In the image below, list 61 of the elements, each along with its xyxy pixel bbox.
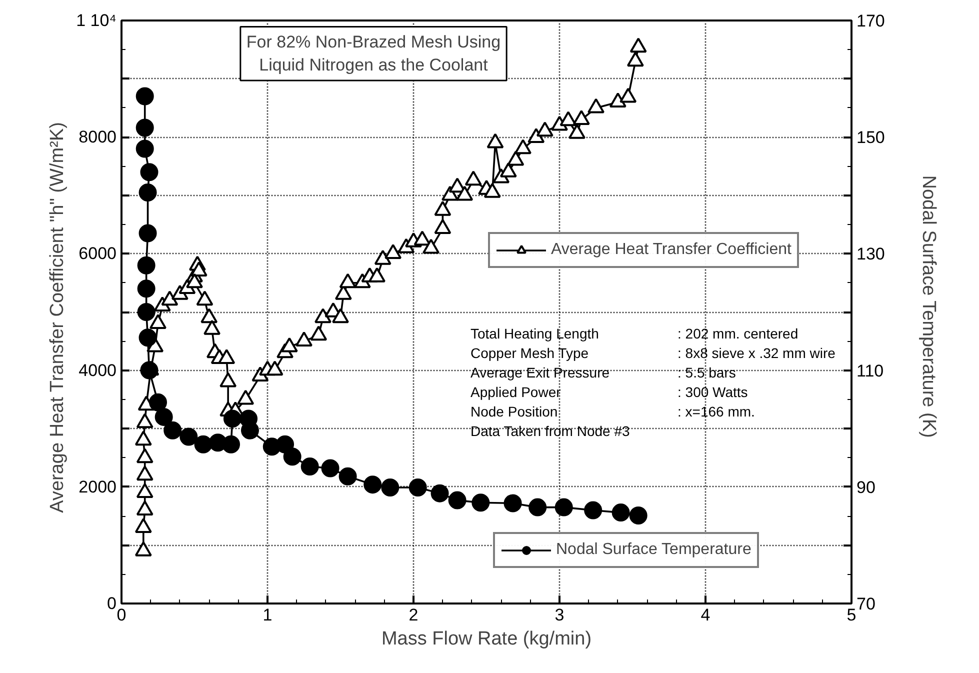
- point: [164, 421, 182, 440]
- point: [528, 498, 547, 516]
- x-tick-label: 4: [700, 606, 710, 624]
- legend-label: Average Heat Transfer Coefficient: [551, 241, 792, 259]
- point: [554, 498, 573, 516]
- point: [381, 478, 400, 496]
- x-tick-label: 5: [846, 606, 856, 624]
- y-tick-label: 6000: [78, 244, 117, 264]
- point: [154, 408, 173, 426]
- point: [136, 87, 154, 106]
- point: [138, 224, 157, 242]
- y-tick-label: 4000: [78, 360, 117, 380]
- point: [629, 506, 648, 524]
- y2-tick-label: 70: [856, 594, 876, 614]
- point: [137, 303, 156, 321]
- text: Total Heating Length : 202 mm. centered: [470, 326, 798, 342]
- point: [584, 501, 602, 520]
- text: For 82% Non-Brazed Mesh Using Liquid Nitrogen as the Coolant: [246, 32, 501, 74]
- y-tick-label: 8000: [78, 128, 117, 147]
- point: [300, 458, 319, 476]
- point: [448, 491, 466, 510]
- y-axis-title: Average Heat Transfer Coefficient "h" (W/m²K): [47, 122, 68, 513]
- point: [180, 428, 198, 446]
- text: Copper Mesh Type : 8x8 sieve x .32 mm wire: [470, 345, 836, 361]
- point: [472, 494, 490, 512]
- point: [612, 504, 630, 522]
- y2-tick-label: 150: [856, 128, 885, 148]
- y2-tick-label: 130: [856, 244, 885, 264]
- y2-axis-title: Nodal Surface Temperature (K): [918, 175, 939, 438]
- point: [430, 484, 449, 502]
- x-tick-label: 1: [262, 606, 272, 624]
- x-axis-title: Mass Flow Rate (kg/min): [381, 628, 592, 650]
- point: [194, 435, 212, 454]
- y2-tick-label: 170: [856, 12, 885, 30]
- y-tick-label: 0: [107, 594, 117, 613]
- y2-tick-label: 90: [856, 478, 876, 497]
- point: [138, 184, 157, 202]
- y-tick-label: 1 10⁴: [76, 11, 117, 30]
- point: [364, 476, 382, 494]
- legend-label: Nodal Surface Temperature: [556, 541, 752, 559]
- x-tick-label: 3: [554, 606, 564, 624]
- point: [408, 478, 427, 496]
- x-tick-label: 2: [408, 606, 418, 624]
- y2-tick-label: 110: [856, 361, 884, 380]
- text: Applied Power : 300 Watts: [470, 384, 748, 400]
- point: [137, 256, 156, 274]
- point: [136, 140, 154, 158]
- point: [222, 435, 240, 454]
- point: [283, 448, 302, 466]
- point: [140, 163, 158, 182]
- point: [136, 118, 154, 137]
- point: [338, 467, 357, 486]
- point: [140, 361, 158, 380]
- point: [137, 280, 156, 298]
- text: Node Position : x=166 mm.: [470, 404, 755, 420]
- point: [138, 328, 157, 347]
- point: [223, 410, 242, 428]
- point: [321, 459, 340, 478]
- y-tick-label: 2000: [78, 477, 117, 496]
- point: [149, 393, 167, 412]
- point: [504, 494, 522, 512]
